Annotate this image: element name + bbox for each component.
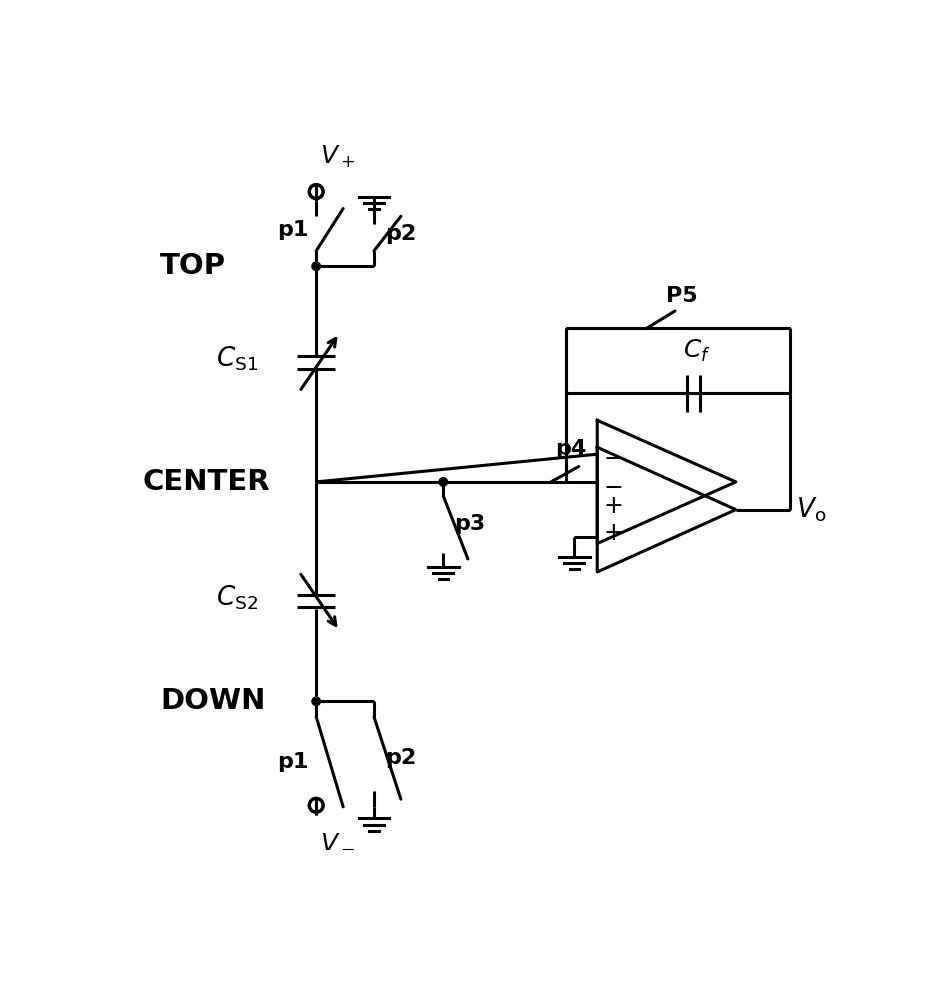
Text: P5: P5 xyxy=(666,286,697,306)
Text: p1: p1 xyxy=(277,220,308,240)
Text: TOP: TOP xyxy=(160,252,226,280)
Text: $C_f$: $C_f$ xyxy=(683,338,712,364)
Circle shape xyxy=(312,697,321,706)
Text: CENTER: CENTER xyxy=(143,468,271,496)
Circle shape xyxy=(439,478,447,486)
Text: $V_-$: $V_-$ xyxy=(320,828,355,852)
Text: DOWN: DOWN xyxy=(160,687,265,715)
Text: $V_\mathrm{o}$: $V_\mathrm{o}$ xyxy=(796,495,826,524)
Text: $+$: $+$ xyxy=(603,494,622,518)
Text: $C_{\mathrm{S2}}$: $C_{\mathrm{S2}}$ xyxy=(216,583,258,612)
Text: p2: p2 xyxy=(384,224,416,244)
Text: p2: p2 xyxy=(384,748,416,768)
Text: p3: p3 xyxy=(454,514,485,534)
Text: $-$: $-$ xyxy=(603,445,622,469)
Text: $-$: $-$ xyxy=(603,474,622,498)
Text: p1: p1 xyxy=(277,752,308,772)
Text: $C_{\mathrm{S1}}$: $C_{\mathrm{S1}}$ xyxy=(216,344,258,373)
Text: $+$: $+$ xyxy=(603,521,622,545)
Text: $V_+$: $V_+$ xyxy=(320,144,355,170)
Text: p4: p4 xyxy=(555,439,586,459)
Circle shape xyxy=(312,262,321,271)
